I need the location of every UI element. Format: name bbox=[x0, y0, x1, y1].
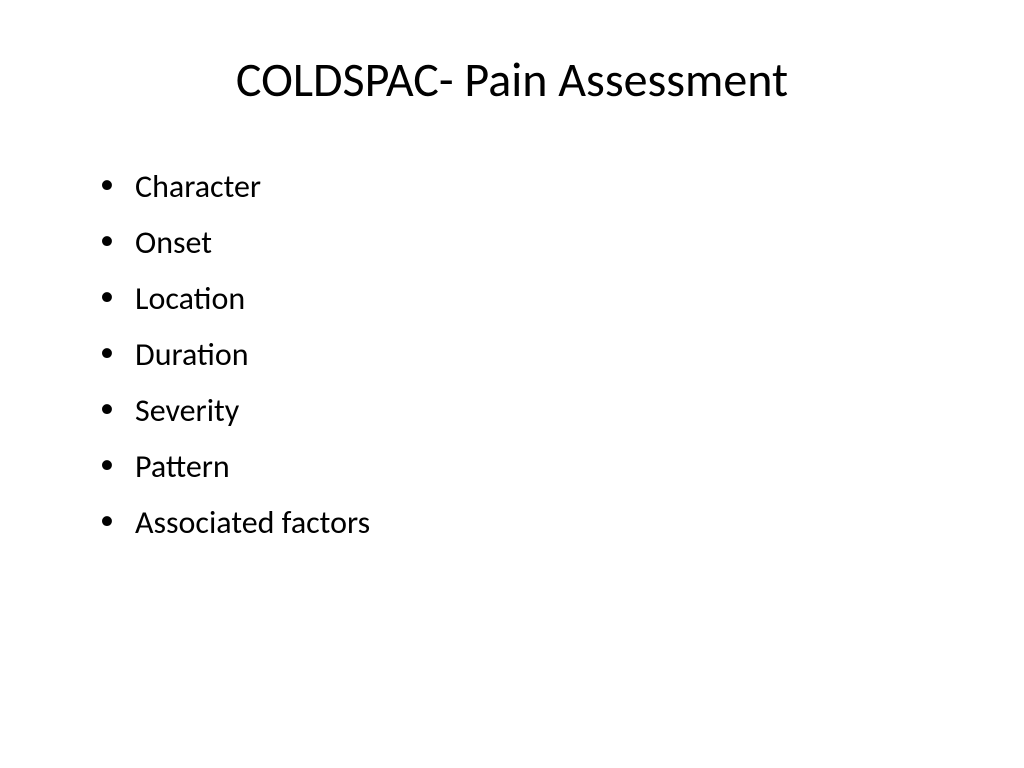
list-item: Duration bbox=[100, 327, 954, 383]
slide-title: COLDSPAC- Pain Assessment bbox=[70, 50, 954, 109]
list-item: Location bbox=[100, 271, 954, 327]
slide-container: COLDSPAC- Pain Assessment Character Onse… bbox=[0, 0, 1024, 768]
list-item: Severity bbox=[100, 383, 954, 439]
list-item: Onset bbox=[100, 215, 954, 271]
list-item: Character bbox=[100, 159, 954, 215]
list-item: Associated factors bbox=[100, 495, 954, 551]
bullet-list: Character Onset Location Duration Severi… bbox=[70, 159, 954, 551]
list-item: Pattern bbox=[100, 439, 954, 495]
